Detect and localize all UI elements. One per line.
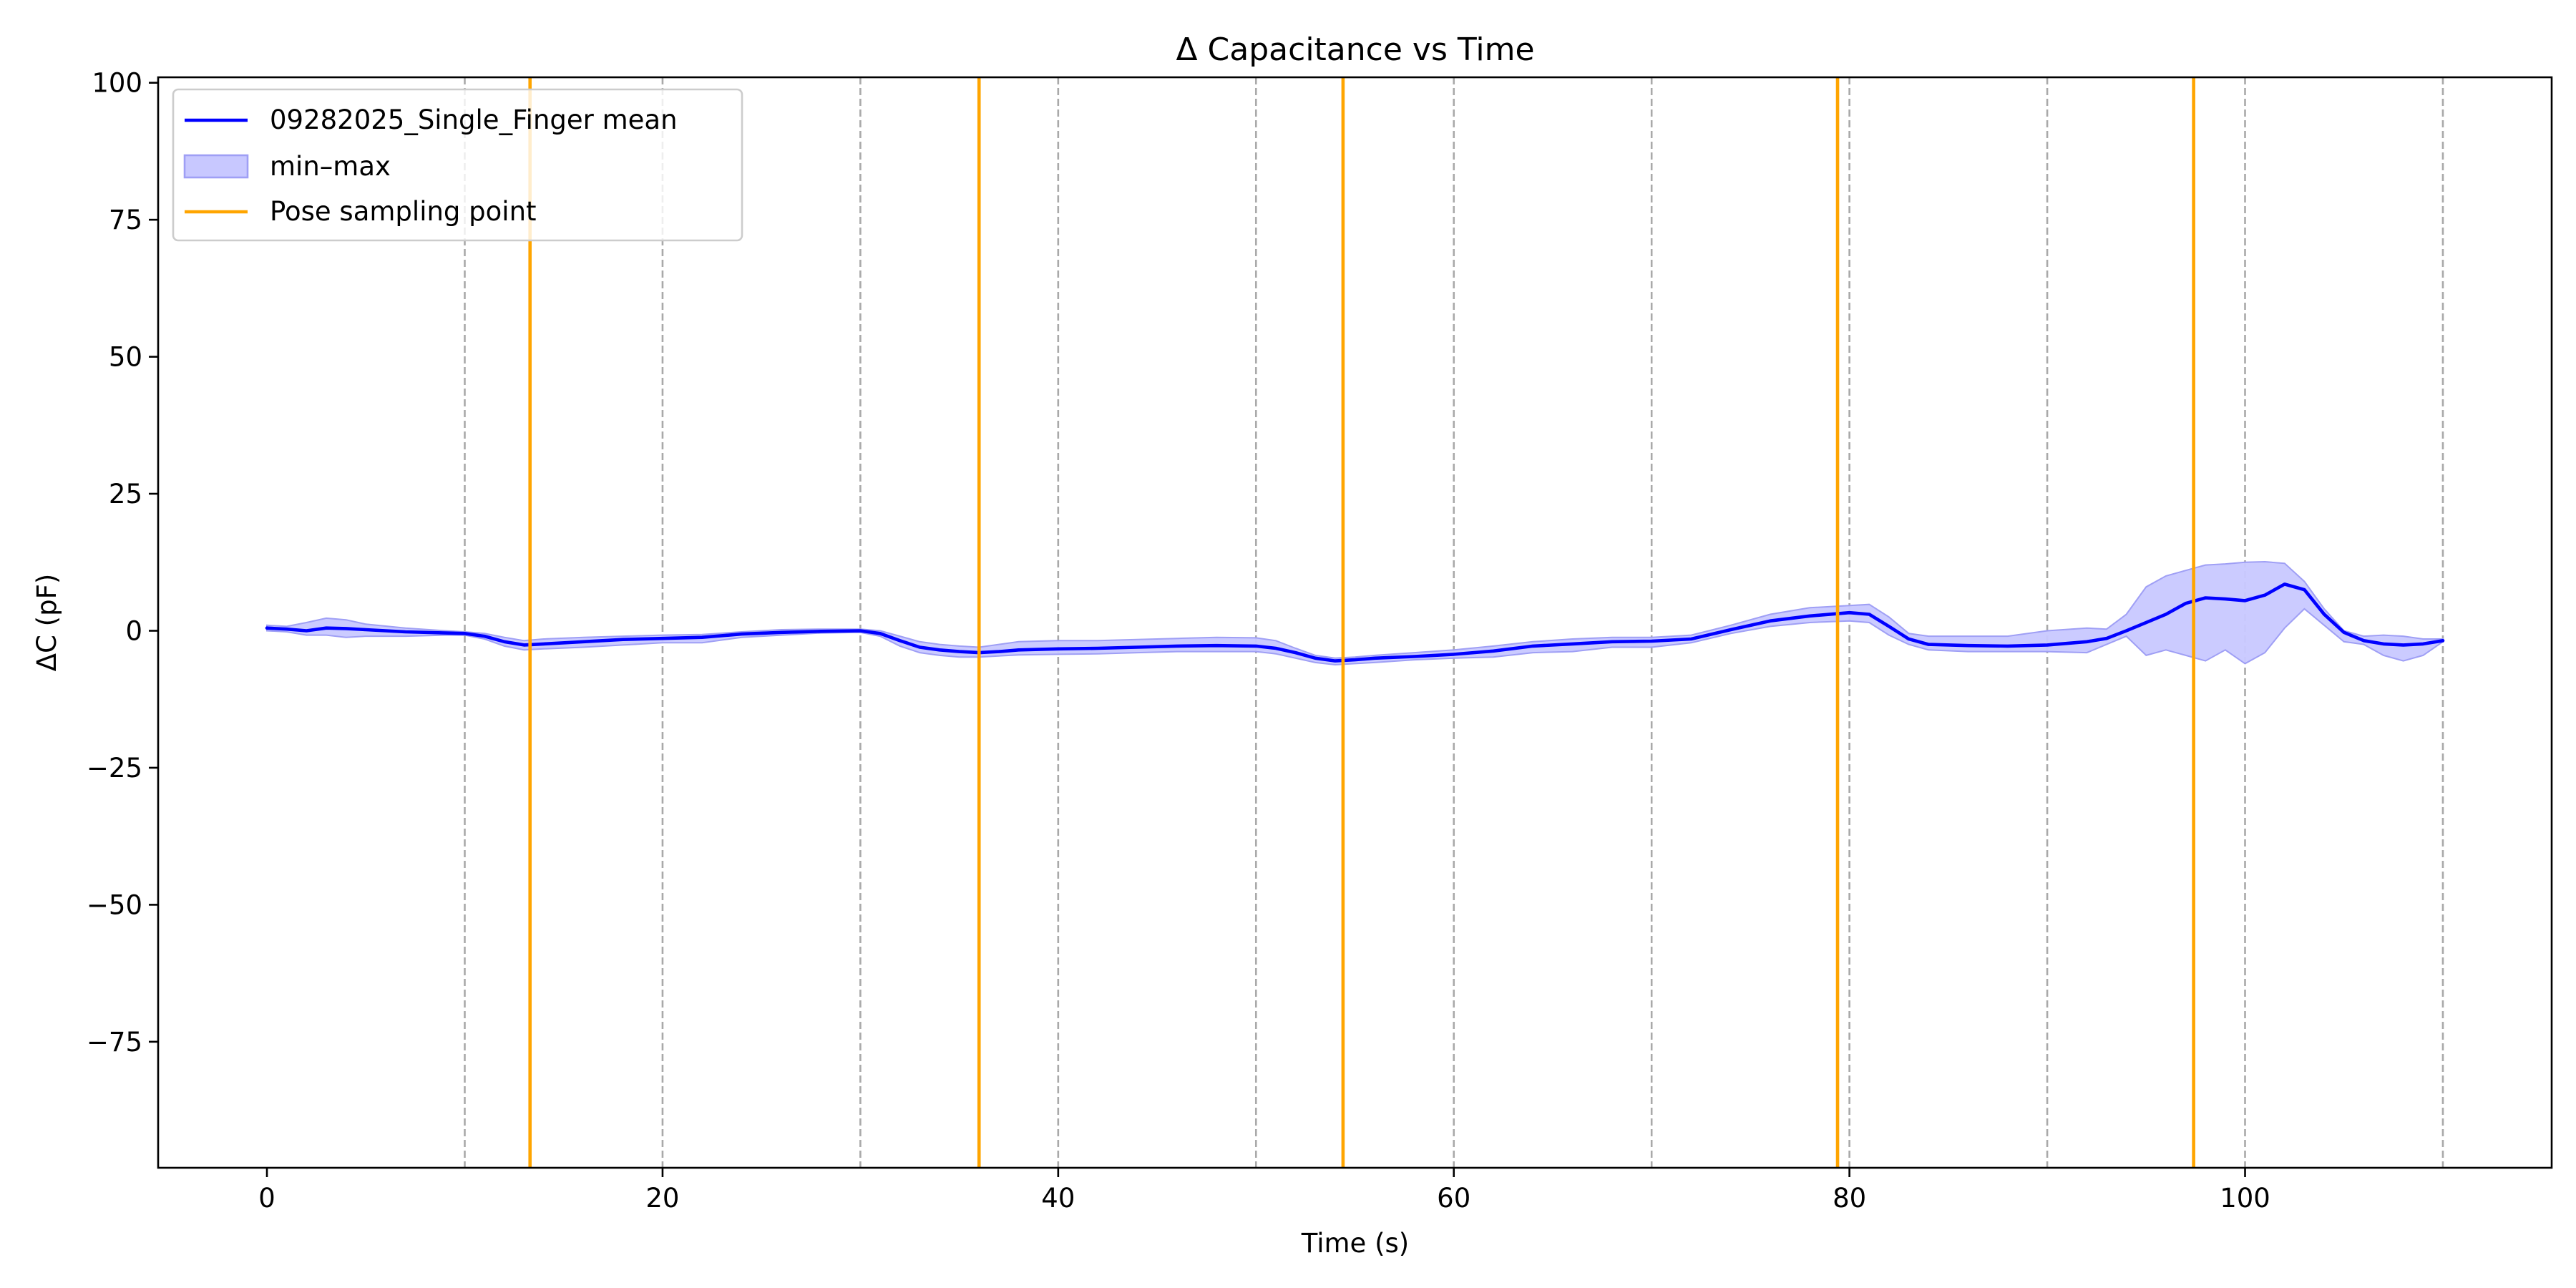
x-tick-label: 60 — [1437, 1183, 1470, 1214]
x-tick-label: 40 — [1041, 1183, 1075, 1214]
legend-mean-label: 09282025_Single_Finger mean — [270, 104, 678, 135]
x-axis-label: Time (s) — [1301, 1228, 1409, 1259]
y-tick-label: 25 — [109, 479, 142, 509]
chart-title: Δ Capacitance vs Time — [1176, 31, 1534, 68]
y-tick-label: 75 — [109, 205, 142, 235]
legend: 09282025_Single_Finger mean min–max Pose… — [172, 88, 743, 242]
pose-sampling-lines — [528, 77, 2195, 1168]
y-tick-label: 50 — [109, 342, 142, 373]
y-tick-label: −75 — [87, 1027, 142, 1058]
plot-frame — [157, 76, 2553, 1169]
y-tick-label: −50 — [87, 889, 142, 920]
legend-pose-label: Pose sampling point — [270, 196, 537, 227]
x-axis: 0 20 40 60 80 100 — [258, 1168, 2270, 1214]
y-tick-label: 100 — [92, 68, 142, 99]
segment-boundaries — [464, 77, 2444, 1168]
y-axis: −75 −50 −25 0 25 50 75 100 — [87, 68, 158, 1058]
legend-band-swatch — [183, 154, 249, 179]
legend-frame — [172, 88, 743, 242]
y-tick-label: 0 — [125, 615, 142, 646]
mean-line-layer — [265, 582, 2445, 663]
legend-band-label: min–max — [270, 151, 391, 182]
x-tick-label: 0 — [258, 1183, 275, 1214]
y-axis-label: ΔC (pF) — [31, 574, 62, 672]
x-tick-label: 100 — [2220, 1183, 2270, 1214]
mean-line — [265, 582, 2445, 663]
x-tick-label: 20 — [645, 1183, 679, 1214]
x-tick-label: 80 — [1833, 1183, 1866, 1214]
y-tick-label: −25 — [87, 753, 142, 784]
plot-area — [157, 76, 2553, 1169]
